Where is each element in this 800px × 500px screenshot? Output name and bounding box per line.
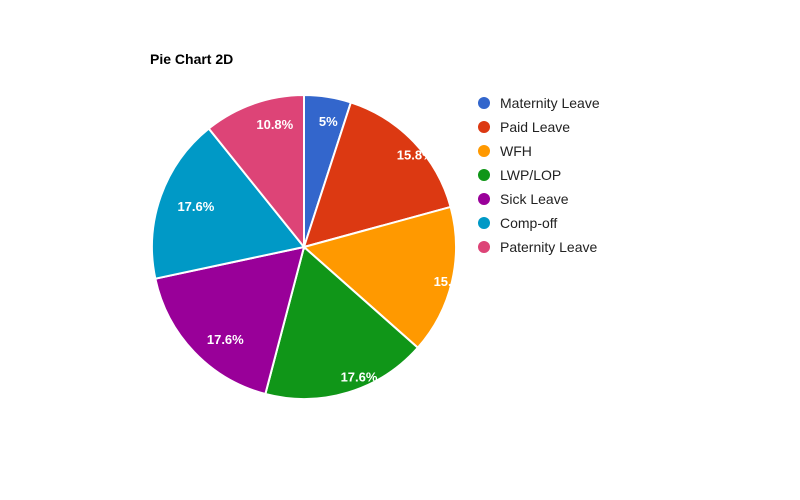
legend-label-wfh: WFH [500, 143, 532, 159]
pie-slice-paid-leave[interactable] [302, 101, 452, 249]
legend-label-paid-leave: Paid Leave [500, 119, 571, 135]
pie-slice-sick-leave[interactable] [154, 245, 306, 396]
legend-label-comp-off: Comp-off [500, 215, 558, 231]
pie-slice-label-paid-leave: 15.8% [397, 147, 434, 162]
pie-slice-label-paternity-leave: 10.8% [256, 117, 293, 132]
legend-label-maternity-leave: Maternity Leave [500, 95, 600, 111]
legend-swatch-paternity-leave [478, 241, 490, 253]
chart-title: Pie Chart 2D [150, 51, 234, 67]
legend-item-paternity-leave: Paternity Leave [478, 235, 600, 259]
pie-slice-label-maternity-leave: 5% [319, 114, 338, 129]
legend-label-paternity-leave: Paternity Leave [500, 239, 598, 255]
legend-swatch-maternity-leave [478, 97, 490, 109]
pie-slice-wfh[interactable] [301, 205, 457, 350]
pie-slice-comp-off[interactable] [151, 127, 306, 280]
pie-slice-paternity-leave[interactable] [207, 93, 305, 250]
legend-label-sick-leave: Sick Leave [500, 191, 569, 207]
pie-slice-label-sick-leave: 17.6% [207, 332, 244, 347]
legend-item-wfh: WFH [478, 139, 600, 163]
legend-label-lwp-lop: LWP/LOP [500, 167, 562, 183]
pie-slice-label-wfh: 15.8% [434, 274, 471, 289]
legend-item-sick-leave: Sick Leave [478, 187, 600, 211]
legend-item-maternity-leave: Maternity Leave [478, 91, 600, 115]
legend-swatch-comp-off [478, 217, 490, 229]
legend-swatch-paid-leave [478, 121, 490, 133]
legend-swatch-wfh [478, 145, 490, 157]
chart-legend: Maternity Leave Paid Leave WFH LWP/LOP Sick … [478, 91, 600, 259]
legend-swatch-sick-leave [478, 193, 490, 205]
pie-slice-label-comp-off: 17.6% [177, 199, 214, 214]
pie-slice-lwp-lop[interactable] [264, 245, 420, 400]
legend-item-lwp-lop: LWP/LOP [478, 163, 600, 187]
pie-slice-label-lwp-lop: 17.6% [341, 370, 378, 385]
legend-item-paid-leave: Paid Leave [478, 115, 600, 139]
legend-swatch-lwp-lop [478, 169, 490, 181]
legend-item-comp-off: Comp-off [478, 211, 600, 235]
